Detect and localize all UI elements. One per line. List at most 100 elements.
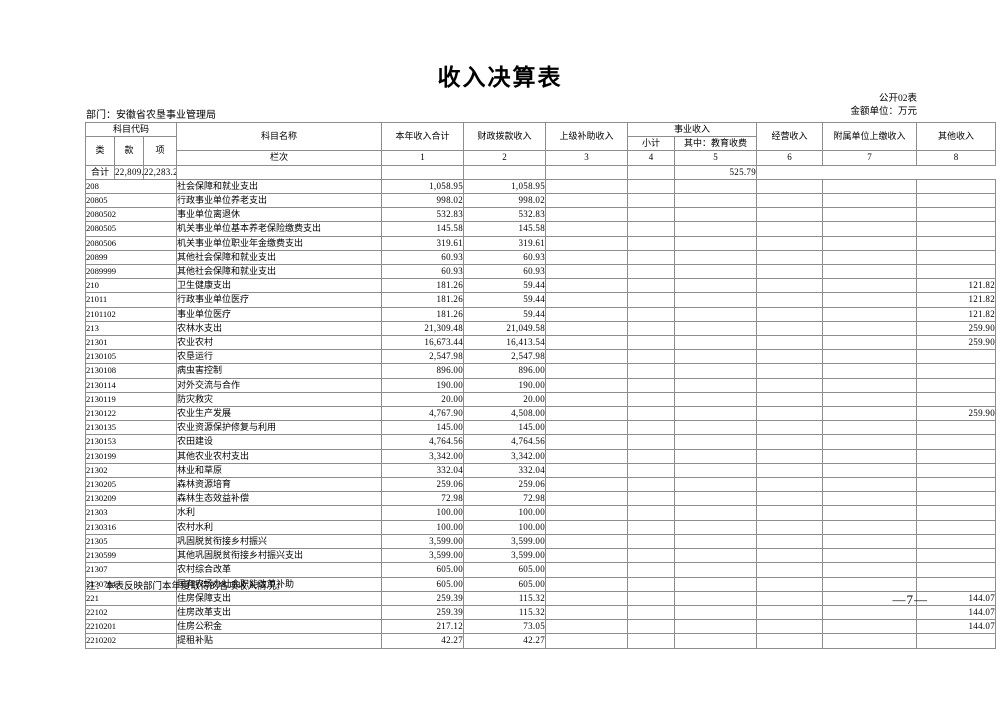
cell-fiscal: 115.32 xyxy=(463,590,547,606)
income-settlement-table: 科目代码 科目名称 本年收入合计 财政拨款收入 上级补助收入 事业收入 经营收入… xyxy=(84,121,997,649)
cell-subject-name: 行政事业单位养老支出 xyxy=(176,193,383,209)
cell-subject-code: 2130199 xyxy=(84,448,178,464)
cell-upper-subsidy xyxy=(545,207,629,223)
cell-business-education xyxy=(674,604,758,621)
form-code: 公开02表 xyxy=(878,94,917,104)
total-row: 合计 22,809.09 22,283.29 525.79 xyxy=(85,164,996,180)
income-table-wrapper: 科目代码 科目名称 本年收入合计 财政拨款收入 上级补助收入 事业收入 经营收入… xyxy=(84,121,997,649)
cell-other xyxy=(916,576,997,592)
header-row-top: 科目代码 科目名称 本年收入合计 财政拨款收入 上级补助收入 事业收入 经营收入… xyxy=(84,121,997,152)
cell-business-subtotal xyxy=(627,406,676,422)
cell-total: 72.98 xyxy=(381,491,465,507)
cell-operating xyxy=(756,221,824,237)
cell-business-education xyxy=(674,477,758,493)
header-row-second: 类 款 项 小计 其中：教育收费 xyxy=(85,136,996,166)
cell-upper-subsidy xyxy=(545,477,629,493)
table-row: 21011 行政事业单位医疗 181.26 59.44 121.82 xyxy=(84,292,997,308)
column-index-7: 7 xyxy=(822,150,918,166)
cell-business-education xyxy=(674,320,758,337)
cell-subordinate xyxy=(822,406,918,422)
cell-business-education xyxy=(674,207,758,223)
cell-subject-code: 2089999 xyxy=(84,264,178,280)
cell-subject-code: 2210202 xyxy=(84,633,178,649)
table-row: 2101102 事业单位医疗 181.26 59.44 121.82 xyxy=(84,306,997,322)
cell-subject-name: 对外交流与合作 xyxy=(176,377,383,393)
cell-subordinate xyxy=(822,462,918,479)
table-row: 2130114 对外交流与合作 190.00 190.00 xyxy=(84,377,997,393)
cell-subject-name: 病虫害控制 xyxy=(176,363,383,379)
cell-subject-code: 2080505 xyxy=(84,221,178,237)
page-number: —7— xyxy=(892,592,928,607)
header-business-subtotal: 小计 xyxy=(627,136,676,152)
cell-subordinate xyxy=(822,420,918,436)
cell-subordinate xyxy=(822,562,918,578)
cell-upper-subsidy xyxy=(545,278,629,294)
cell-subordinate xyxy=(822,548,918,564)
cell-total: 21,309.48 xyxy=(381,320,465,337)
cell-total: 181.26 xyxy=(381,278,465,294)
cell-subordinate xyxy=(822,448,918,464)
cell-business-education xyxy=(674,533,758,550)
header-upper-subsidy: 上级补助收入 xyxy=(545,121,629,152)
table-row: 2130119 防灾救灾 20.00 20.00 xyxy=(84,391,997,408)
header-business-group: 事业收入 xyxy=(627,121,758,138)
cell-upper-subsidy xyxy=(545,533,629,550)
cell-business-education xyxy=(674,619,758,635)
cell-business-education xyxy=(674,548,758,564)
cell-fiscal: 145.00 xyxy=(463,420,547,436)
cell-upper-subsidy xyxy=(545,448,629,464)
cell-total: 145.00 xyxy=(381,420,465,436)
cell-total: 3,599.00 xyxy=(381,533,465,550)
cell-fiscal: 115.32 xyxy=(463,604,547,621)
cell-subject-name: 农业农村 xyxy=(176,335,383,351)
total-row-fiscal: 22,283.29 xyxy=(142,164,178,180)
cell-business-education xyxy=(674,193,758,209)
cell-operating xyxy=(756,306,824,322)
cell-other xyxy=(916,491,997,507)
cell-other xyxy=(916,178,997,195)
cell-total: 217.12 xyxy=(381,619,465,635)
cell-other: 259.90 xyxy=(916,320,997,337)
cell-total: 1,058.95 xyxy=(381,178,465,195)
cell-upper-subsidy xyxy=(545,221,629,237)
cell-upper-subsidy xyxy=(545,406,629,422)
cell-business-education xyxy=(674,420,758,436)
table-row: 2130153 农田建设 4,764.56 4,764.56 xyxy=(84,434,997,450)
cell-other xyxy=(916,377,997,393)
cell-upper-subsidy xyxy=(545,576,629,592)
cell-subject-code: 2130316 xyxy=(84,519,178,535)
cell-total: 319.61 xyxy=(381,235,465,251)
cell-business-subtotal xyxy=(627,235,676,251)
cell-other xyxy=(916,363,997,379)
cell-upper-subsidy xyxy=(545,562,629,578)
cell-fiscal: 605.00 xyxy=(463,576,547,592)
cell-other: 144.07 xyxy=(916,604,997,621)
cell-subordinate xyxy=(822,278,918,294)
cell-subject-code: 20899 xyxy=(84,249,178,266)
cell-business-education xyxy=(674,491,758,507)
cell-upper-subsidy xyxy=(545,306,629,322)
cell-operating xyxy=(756,420,824,436)
document-meta: 公开02表 金额单位：万元 xyxy=(850,93,917,118)
cell-subordinate xyxy=(822,320,918,337)
cell-subject-name: 提租补贴 xyxy=(176,633,383,649)
cell-other xyxy=(916,505,997,521)
cell-business-education xyxy=(674,462,758,479)
cell-business-subtotal xyxy=(627,604,676,621)
cell-fiscal: 896.00 xyxy=(463,363,547,379)
table-row: 2130209 森林生态效益补偿 72.98 72.98 xyxy=(84,491,997,507)
cell-upper-subsidy xyxy=(545,178,629,195)
cell-business-education xyxy=(674,434,758,450)
cell-upper-subsidy xyxy=(545,548,629,564)
cell-other: 144.07 xyxy=(916,619,997,635)
cell-subject-name: 住房保障支出 xyxy=(176,590,383,606)
cell-total: 60.93 xyxy=(381,249,465,266)
total-row-business-subtotal xyxy=(381,164,465,180)
cell-operating xyxy=(756,604,824,621)
cell-business-subtotal xyxy=(627,249,676,266)
table-row: 2130105 农垦运行 2,547.98 2,547.98 xyxy=(84,349,997,365)
cell-business-subtotal xyxy=(627,633,676,649)
cell-upper-subsidy xyxy=(545,391,629,408)
cell-business-education xyxy=(674,633,758,649)
cell-business-subtotal xyxy=(627,320,676,337)
